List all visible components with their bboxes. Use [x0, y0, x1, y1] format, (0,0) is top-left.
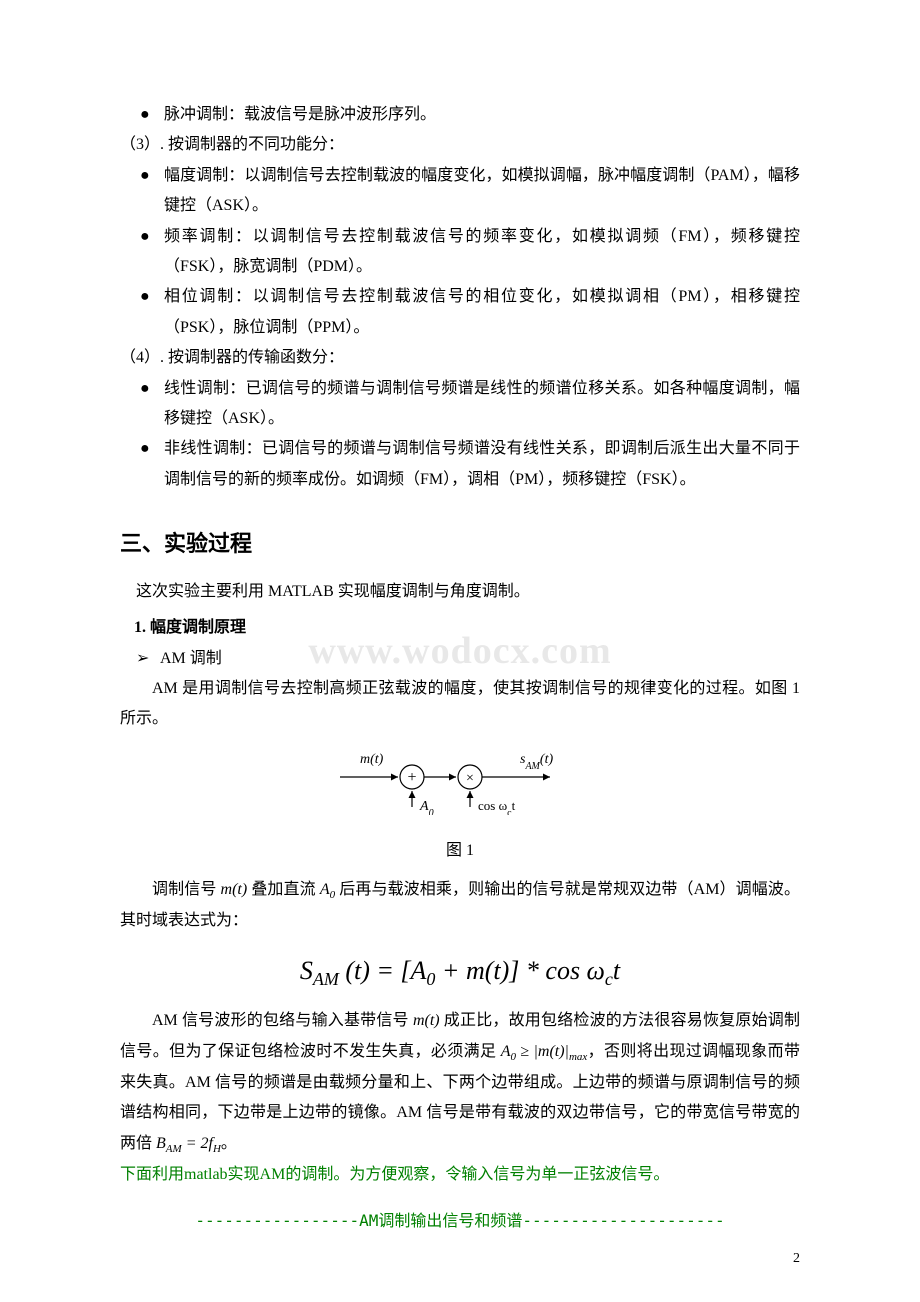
paren-item-4: （4）. 按调制器的传输函数分：	[120, 343, 800, 373]
bullet-text: 脉冲调制：载波信号是脉冲波形序列。	[164, 100, 436, 130]
bullet-marker: ●	[140, 222, 164, 283]
bullet-marker: ●	[140, 282, 164, 343]
paren-item-3: （3）. 按调制器的不同功能分：	[120, 130, 800, 160]
bullet-text: 非线性调制：已调信号的频谱与调制信号频谱没有线性关系，即调制后派生出大量不同于调…	[164, 434, 800, 495]
svg-text:sAM(t): sAM(t)	[520, 752, 553, 772]
body-text: AM 信号波形的包络与输入基带信号 m(t) 成正比，故用包络检波的方法很容易恢…	[120, 1006, 800, 1159]
diagram-container: m(t) + × sAM(t) A0 cos ωct	[120, 745, 800, 826]
svg-text:cos ωct: cos ωct	[478, 798, 516, 815]
body-text: AM 是用调制信号去控制高频正弦载波的幅度，使其按调制信号的规律变化的过程。如图…	[120, 674, 800, 735]
text-span: 调制信号	[152, 881, 216, 898]
green-divider: -----------------AM调制输出信号和频谱------------…	[120, 1206, 800, 1236]
svg-text:A0: A0	[419, 799, 434, 815]
page-number: 2	[793, 1246, 800, 1273]
page-content: ● 脉冲调制：载波信号是脉冲波形序列。 （3）. 按调制器的不同功能分： ● 幅…	[120, 100, 800, 1237]
green-text: 下面利用matlab实现AM的调制。为方便观察，令输入信号为单一正弦波信号。	[120, 1160, 800, 1190]
section-title: 三、实验过程	[120, 523, 800, 565]
bullet-text: 幅度调制：以调制信号去控制载波的幅度变化，如模拟调幅，脉冲幅度调制（PAM），幅…	[164, 161, 800, 222]
sub-bullet-marker: ➢	[136, 644, 160, 674]
bullet-item: ● 频率调制：以调制信号去控制载波信号的频率变化，如模拟调频（FM），频移键控（…	[140, 222, 800, 283]
inline-math: m(t)	[216, 881, 251, 898]
bullet-text: 线性调制：已调信号的频谱与调制信号频谱是线性的频谱位移关系。如各种幅度调制，幅移…	[164, 374, 800, 435]
bullet-marker: ●	[140, 100, 164, 130]
section-intro: 这次实验主要利用 MATLAB 实现幅度调制与角度调制。	[120, 577, 800, 607]
bullet-item: ● 相位调制：以调制信号去控制载波信号的相位变化，如模拟调相（PM），相移键控（…	[140, 282, 800, 343]
subsection-title: 1. 幅度调制原理	[134, 613, 800, 643]
figure-label: 图 1	[120, 836, 800, 866]
sub-bullet: ➢ AM 调制	[136, 644, 800, 674]
svg-text:m(t): m(t)	[360, 752, 384, 767]
bullet-marker: ●	[140, 161, 164, 222]
bullet-text: 频率调制：以调制信号去控制载波信号的频率变化，如模拟调频（FM），频移键控（FS…	[164, 222, 800, 283]
formula: SAM (t) = [A0 + m(t)] * cos ωct	[120, 946, 800, 996]
body-text: 调制信号 m(t) 叠加直流 A0 后再与载波相乘，则输出的信号就是常规双边带（…	[120, 875, 800, 936]
inline-math: A0	[316, 881, 340, 898]
bullet-item: ● 幅度调制：以调制信号去控制载波的幅度变化，如模拟调幅，脉冲幅度调制（PAM）…	[140, 161, 800, 222]
text-span: 叠加直流	[251, 881, 315, 898]
bullet-marker: ●	[140, 434, 164, 495]
bullet-marker: ●	[140, 374, 164, 435]
text-span: AM 信号波形的包络与输入基带信号 m(t) 成正比，故用包络检波的方法很容易恢…	[120, 1012, 800, 1151]
svg-text:+: +	[407, 769, 416, 786]
block-diagram: m(t) + × sAM(t) A0 cos ωct	[330, 745, 590, 815]
bullet-text: 相位调制：以调制信号去控制载波信号的相位变化，如模拟调相（PM），相移键控（PS…	[164, 282, 800, 343]
bullet-item: ● 脉冲调制：载波信号是脉冲波形序列。	[140, 100, 800, 130]
bullet-item: ● 非线性调制：已调信号的频谱与调制信号频谱没有线性关系，即调制后派生出大量不同…	[140, 434, 800, 495]
sub-bullet-text: AM 调制	[160, 644, 222, 674]
bullet-item: ● 线性调制：已调信号的频谱与调制信号频谱是线性的频谱位移关系。如各种幅度调制，…	[140, 374, 800, 435]
svg-text:×: ×	[466, 771, 474, 786]
